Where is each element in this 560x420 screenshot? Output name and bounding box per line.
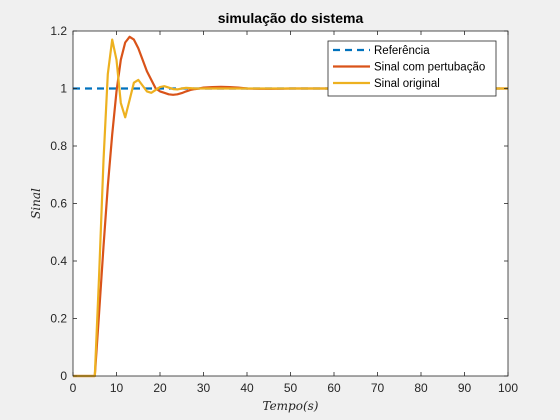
y-tick-label: 1 <box>60 82 67 96</box>
y-tick-label: 0.4 <box>50 254 67 268</box>
y-tick-label: 1.2 <box>50 24 67 38</box>
y-axis-label: Sinal <box>29 188 43 219</box>
y-tick-label: 0.6 <box>50 197 67 211</box>
legend-label-3: Sinal original <box>374 78 440 90</box>
legend: Referência Sinal com pertubação Sinal orig… <box>327 40 497 97</box>
x-tick-label: 50 <box>284 381 298 395</box>
legend-label-1: Referência <box>374 45 430 57</box>
legend-label-2: Sinal com pertubação <box>374 62 485 74</box>
x-tick-label: 0 <box>70 381 77 395</box>
x-axis: 0 10 20 30 40 50 60 70 80 90 100 <box>70 31 518 395</box>
y-tick-label: 0.2 <box>50 312 67 326</box>
x-tick-label: 30 <box>197 381 211 395</box>
x-tick-label: 100 <box>498 381 518 395</box>
x-tick-label: 40 <box>240 381 254 395</box>
y-tick-label: 0.8 <box>50 139 67 153</box>
x-tick-label: 70 <box>371 381 385 395</box>
x-tick-label: 10 <box>110 381 124 395</box>
x-tick-label: 60 <box>327 381 341 395</box>
x-tick-label: 80 <box>414 381 428 395</box>
chart-title: simulação do sistema <box>218 10 364 26</box>
y-tick-label: 0 <box>60 369 67 383</box>
x-tick-label: 90 <box>458 381 472 395</box>
x-axis-label: Tempo(s) <box>263 399 319 413</box>
legend-box <box>327 40 497 97</box>
y-axis: 0 0.2 0.4 0.6 0.8 1 1.2 <box>50 24 508 383</box>
x-tick-label: 20 <box>153 381 167 395</box>
series-line-3 <box>73 38 508 378</box>
